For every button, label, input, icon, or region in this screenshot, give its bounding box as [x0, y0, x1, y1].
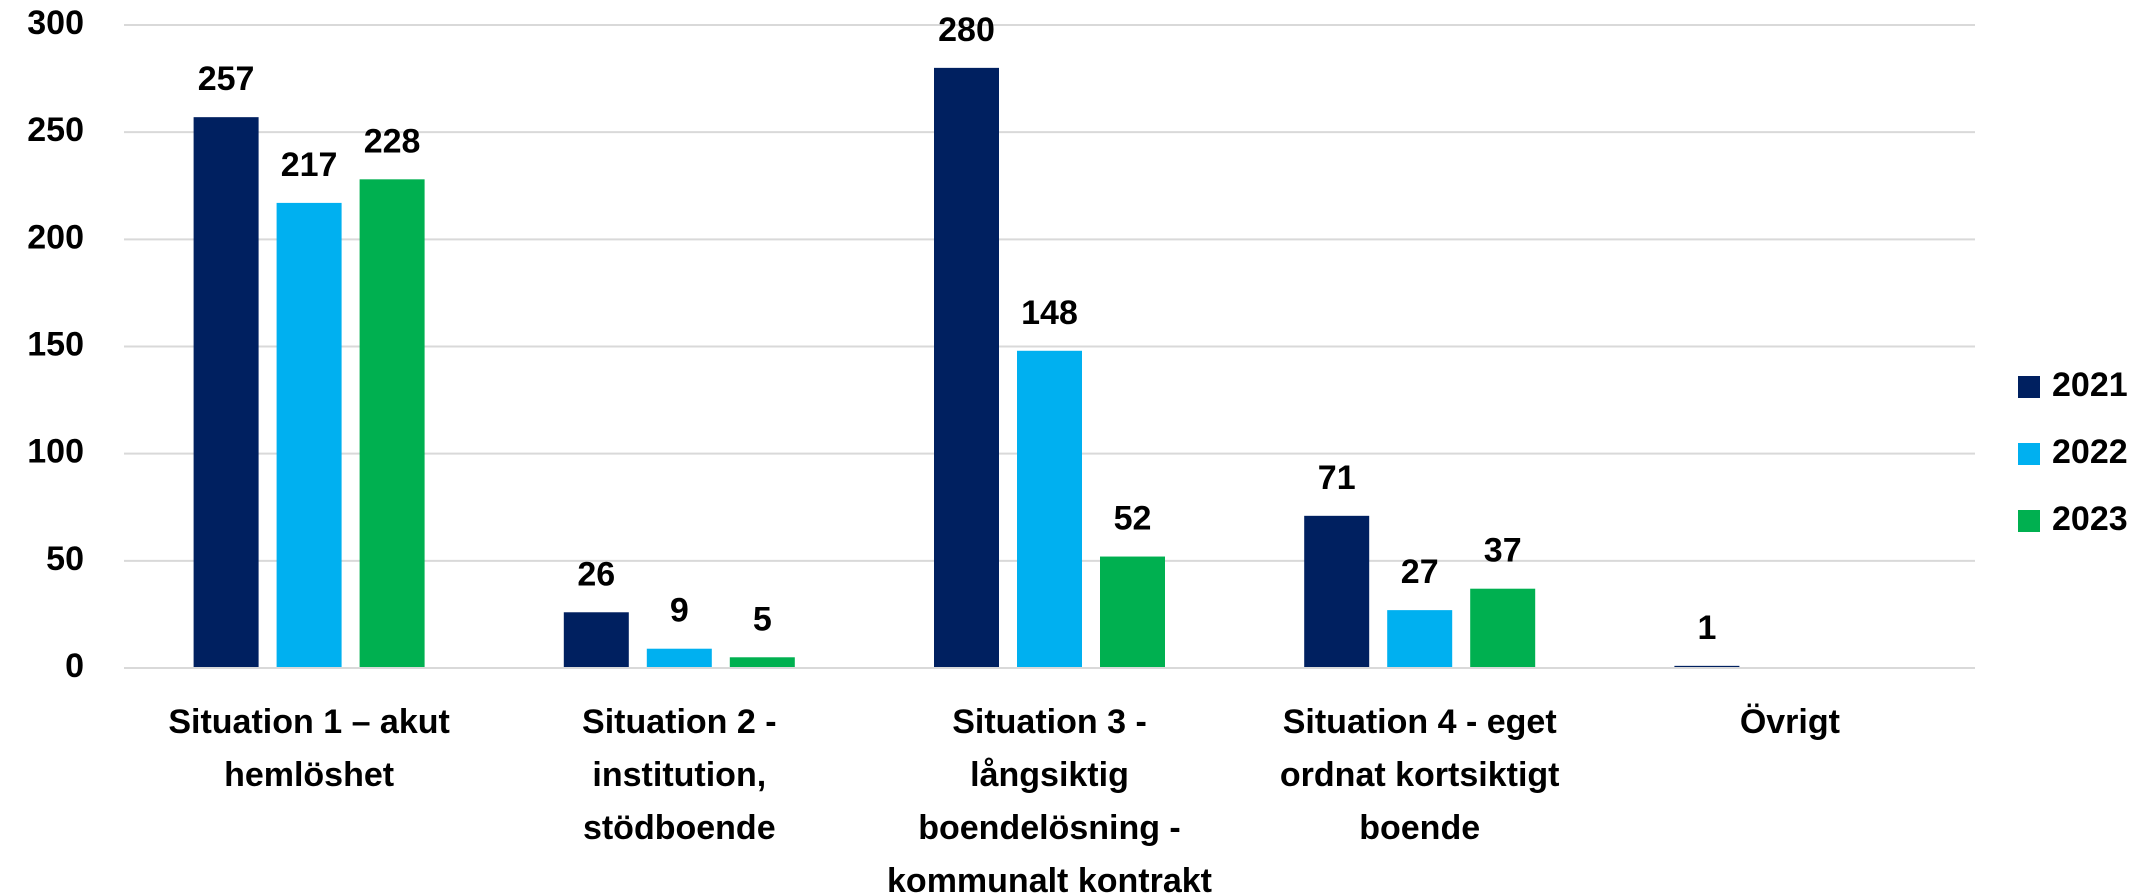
value-label: 217 [281, 146, 338, 184]
legend-swatch [2018, 376, 2040, 398]
bar [1387, 610, 1453, 668]
legend-label: 2021 [2052, 366, 2128, 404]
x-tick-label: Situation 4 - eget ordnat kortsiktigt boen… [1280, 703, 1560, 847]
bar [563, 612, 629, 668]
x-tick-label: Situation 3 -långsiktig boendelösning -ko… [887, 703, 1212, 894]
value-label: 52 [1114, 500, 1152, 538]
bar [934, 67, 999, 668]
y-tick-label: 100 [27, 433, 84, 471]
value-label: 71 [1318, 459, 1356, 497]
bar [1017, 350, 1082, 668]
bar [1304, 515, 1370, 668]
value-label: 148 [1021, 294, 1078, 332]
y-tick-label: 200 [27, 218, 84, 256]
value-label: 37 [1484, 532, 1522, 570]
bar [1470, 588, 1536, 668]
y-tick-label: 0 [65, 647, 84, 685]
value-label: 280 [938, 11, 995, 49]
x-tick-label: Övrigt [1740, 703, 1840, 741]
y-tick-label: 300 [27, 4, 84, 42]
bar [193, 117, 259, 668]
value-label: 9 [670, 592, 689, 630]
legend-label: 2022 [2052, 433, 2128, 471]
bar [729, 657, 795, 668]
value-label: 27 [1401, 553, 1439, 591]
value-label: 26 [577, 555, 615, 593]
x-tick-label: Situation 1 – akut hemlöshet [168, 703, 450, 794]
bar [1100, 556, 1165, 668]
y-tick-label: 50 [46, 540, 84, 578]
legend-swatch [2018, 443, 2040, 465]
value-label: 5 [753, 600, 772, 638]
value-label: 257 [198, 60, 255, 98]
bar [276, 202, 342, 668]
value-label: 228 [364, 122, 421, 160]
value-label: 1 [1697, 609, 1716, 647]
bar [359, 179, 425, 668]
x-tick-label: Situation 2 -institution, stödboende [582, 703, 777, 847]
bar [646, 648, 712, 668]
y-tick-label: 250 [27, 111, 84, 149]
y-tick-label: 150 [27, 325, 84, 363]
legend-swatch [2018, 510, 2040, 532]
bar [1674, 665, 1740, 668]
legend-label: 2023 [2052, 500, 2128, 538]
